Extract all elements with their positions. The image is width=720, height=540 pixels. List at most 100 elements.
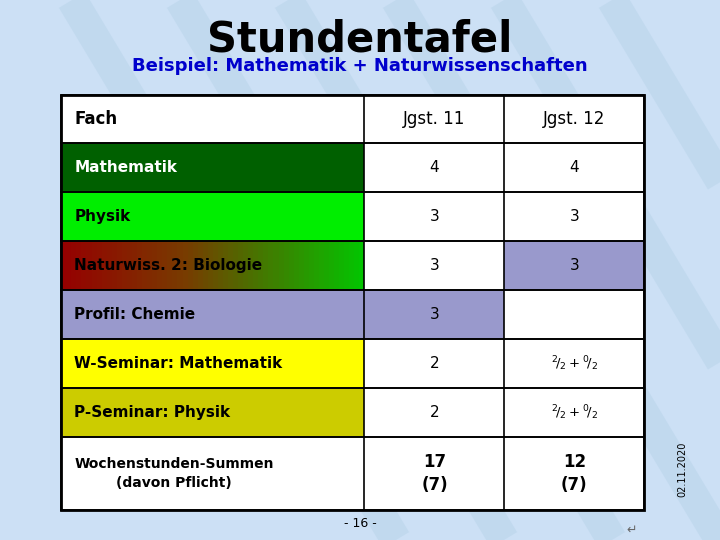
Bar — [66, 241, 72, 290]
Text: 4: 4 — [570, 160, 579, 176]
Bar — [86, 241, 92, 290]
Bar — [233, 241, 239, 290]
Bar — [349, 241, 355, 290]
Bar — [112, 241, 117, 290]
Bar — [102, 241, 107, 290]
Bar — [187, 241, 194, 290]
Text: Physik: Physik — [74, 210, 130, 224]
Text: 3: 3 — [570, 210, 580, 224]
Bar — [314, 241, 320, 290]
Bar — [61, 144, 364, 192]
Bar — [157, 241, 163, 290]
Bar — [182, 241, 188, 290]
Bar — [172, 241, 178, 290]
Text: Jgst. 12: Jgst. 12 — [543, 110, 606, 128]
Text: Wochenstunden-Summen
(davon Pflicht): Wochenstunden-Summen (davon Pflicht) — [74, 457, 274, 490]
Text: Naturwiss. 2: Biologie: Naturwiss. 2: Biologie — [74, 258, 262, 273]
Bar — [505, 241, 644, 290]
Text: 3: 3 — [430, 258, 439, 273]
Bar — [505, 388, 644, 437]
Text: ↵: ↵ — [626, 524, 637, 537]
Bar — [91, 241, 97, 290]
Bar — [96, 241, 102, 290]
Text: W-Seminar: Mathematik: W-Seminar: Mathematik — [74, 356, 282, 371]
Bar — [147, 241, 153, 290]
Bar — [162, 241, 168, 290]
Bar — [127, 241, 132, 290]
Bar — [228, 241, 234, 290]
Bar — [505, 290, 644, 339]
Bar — [61, 94, 644, 510]
Bar — [61, 388, 364, 437]
Bar — [193, 241, 199, 290]
Text: 2: 2 — [430, 405, 439, 420]
Bar — [117, 241, 122, 290]
Bar — [107, 241, 112, 290]
Bar — [253, 241, 259, 290]
Bar — [203, 241, 209, 290]
Bar — [137, 241, 143, 290]
Bar — [364, 192, 505, 241]
Bar — [339, 241, 345, 290]
Text: 17
(7): 17 (7) — [421, 453, 448, 495]
Bar — [274, 241, 279, 290]
Bar — [223, 241, 229, 290]
Text: 4: 4 — [430, 160, 439, 176]
Bar — [309, 241, 315, 290]
Text: P-Seminar: Physik: P-Seminar: Physik — [74, 405, 230, 420]
Bar — [218, 241, 224, 290]
Bar — [354, 241, 360, 290]
Bar — [279, 241, 284, 290]
Text: Fach: Fach — [74, 110, 117, 128]
Bar — [71, 241, 77, 290]
Bar — [505, 339, 644, 388]
Bar — [167, 241, 173, 290]
Bar — [364, 290, 505, 339]
Text: 12
(7): 12 (7) — [561, 453, 588, 495]
Bar — [61, 94, 644, 144]
Bar — [269, 241, 274, 290]
Bar — [364, 241, 505, 290]
Bar — [81, 241, 87, 290]
Bar — [289, 241, 294, 290]
Bar — [152, 241, 158, 290]
Bar — [364, 339, 505, 388]
Text: 2: 2 — [430, 356, 439, 371]
Bar — [61, 339, 364, 388]
Bar — [198, 241, 204, 290]
Bar — [264, 241, 269, 290]
Bar — [344, 241, 350, 290]
Bar — [505, 437, 644, 510]
Bar — [294, 241, 300, 290]
Text: 3: 3 — [570, 258, 580, 273]
Bar — [324, 241, 330, 290]
Bar — [177, 241, 183, 290]
Bar — [243, 241, 249, 290]
Bar — [142, 241, 148, 290]
Text: 3: 3 — [430, 307, 439, 322]
Bar — [319, 241, 325, 290]
Bar — [61, 437, 364, 510]
Text: $^{2}\!/_{2}+^{0}\!/_{2}$: $^{2}\!/_{2}+^{0}\!/_{2}$ — [551, 354, 598, 373]
Text: 3: 3 — [430, 210, 439, 224]
Bar — [122, 241, 127, 290]
Text: $^{2}\!/_{2}+^{0}\!/_{2}$: $^{2}\!/_{2}+^{0}\!/_{2}$ — [551, 403, 598, 422]
Bar — [132, 241, 138, 290]
Bar — [208, 241, 214, 290]
Bar — [364, 144, 505, 192]
Text: 02.11.2020: 02.11.2020 — [678, 442, 688, 497]
Bar — [299, 241, 305, 290]
Bar — [61, 241, 67, 290]
Text: Mathematik: Mathematik — [74, 160, 177, 176]
Bar — [364, 437, 505, 510]
Text: Beispiel: Mathematik + Naturwissenschaften: Beispiel: Mathematik + Naturwissenschaft… — [132, 57, 588, 75]
Text: - 16 -: - 16 - — [343, 517, 377, 530]
Text: Profil: Chemie: Profil: Chemie — [74, 307, 195, 322]
Bar — [329, 241, 335, 290]
Bar — [61, 94, 644, 510]
Bar — [304, 241, 310, 290]
Text: Jgst. 11: Jgst. 11 — [403, 110, 466, 128]
Bar — [61, 290, 364, 339]
Bar — [284, 241, 289, 290]
Bar — [238, 241, 244, 290]
